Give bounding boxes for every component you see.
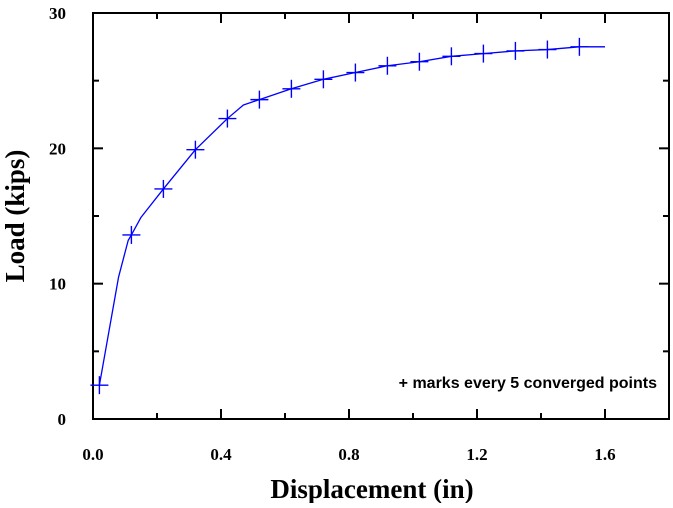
series-layer xyxy=(90,37,605,395)
plus-marker xyxy=(378,56,397,75)
plus-marker xyxy=(570,37,589,56)
plus-marker xyxy=(218,109,237,128)
x-tick-label: 0.8 xyxy=(338,445,359,464)
plus-marker xyxy=(154,179,173,198)
y-axis: 0 10 20 30 xyxy=(49,4,669,429)
plus-marker xyxy=(90,376,109,395)
x-tick-label: 1.2 xyxy=(466,445,487,464)
x-tick-label: 0.0 xyxy=(82,445,103,464)
y-tick-label: 0 xyxy=(58,410,67,429)
plus-marker xyxy=(250,90,269,109)
plus-marker xyxy=(186,140,205,159)
y-tick-label: 20 xyxy=(49,139,66,158)
series-line xyxy=(98,46,605,386)
plus-marker xyxy=(282,79,301,98)
x-axis: 0.0 0.4 0.8 1.2 1.6 xyxy=(82,13,670,464)
plus-marker xyxy=(346,63,365,82)
plus-marker xyxy=(442,47,461,66)
y-axis-title: Load (kips) xyxy=(0,150,30,283)
x-tick-label: 0.4 xyxy=(210,445,232,464)
y-tick-label: 30 xyxy=(49,4,66,23)
plot-frame xyxy=(92,12,670,420)
x-tick-label: 1.6 xyxy=(594,445,615,464)
y-tick-label: 10 xyxy=(49,275,66,294)
plus-marker xyxy=(506,41,525,60)
chart-annotation: + marks every 5 converged points xyxy=(399,375,657,392)
x-axis-title: Displacement (in) xyxy=(270,474,473,503)
plus-marker xyxy=(538,40,557,59)
plus-marker xyxy=(474,44,493,63)
plus-marker xyxy=(122,225,141,244)
plus-marker xyxy=(314,70,333,89)
plus-marker xyxy=(410,52,429,71)
